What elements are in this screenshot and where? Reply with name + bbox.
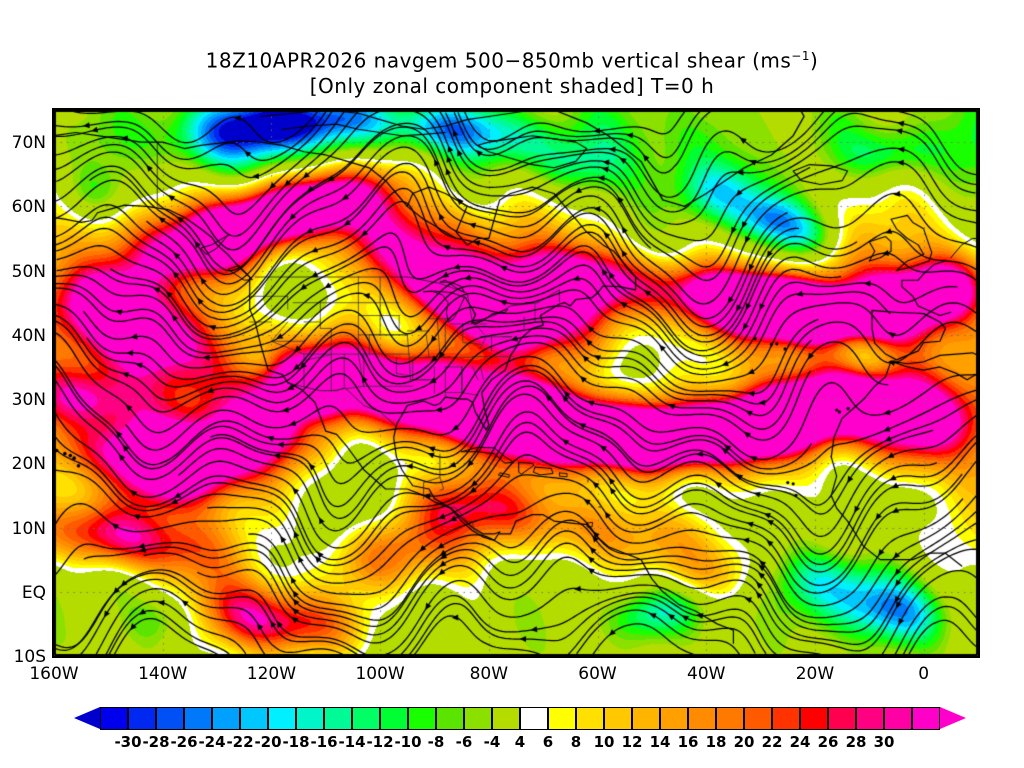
x-tick-label: 120W (246, 664, 297, 684)
colorbar-tick-label: -16 (310, 733, 338, 751)
colorbar-tick-label: -4 (483, 733, 501, 751)
colorbar-tick-label: 6 (542, 733, 554, 751)
colorbar-tick-label: 22 (761, 733, 783, 751)
colorbar-tick-label: 8 (570, 733, 582, 751)
colorbar-swatch[interactable] (268, 707, 296, 730)
colorbar-tick-label: -6 (455, 733, 473, 751)
colorbar-swatch[interactable] (128, 707, 156, 730)
colorbar-tick-label: -22 (226, 733, 254, 751)
colorbar-swatch[interactable] (660, 707, 688, 730)
x-tick-label: 160W (29, 664, 79, 684)
colorbar-tick-label: -28 (142, 733, 170, 751)
x-tick-label: 140W (138, 664, 188, 684)
y-tick-label: 60N (11, 197, 46, 218)
colorbar-tick-label: -8 (427, 733, 445, 751)
chart-title-line-2: [Only zonal component shaded] T=0 h (309, 73, 715, 98)
chart-title-units-exponent: −1 (791, 49, 810, 63)
colorbar-tick-label: 20 (733, 733, 755, 751)
chart-title-line-1: 18Z10APR2026 navgem 500−850mb vertical s… (0, 44, 1024, 74)
colorbar-swatch[interactable] (632, 707, 660, 730)
colorbar-swatch[interactable] (800, 707, 828, 730)
colorbar-swatch[interactable] (156, 707, 184, 730)
colorbar-swatch[interactable] (240, 707, 268, 730)
x-tick-label: 40W (687, 664, 726, 684)
colorbar-tick-label: -24 (198, 733, 226, 751)
y-tick-label: 30N (11, 390, 46, 411)
colorbar-swatch[interactable] (324, 707, 352, 730)
colorbar-swatch[interactable] (436, 707, 464, 730)
colorbar-swatch[interactable] (716, 707, 744, 730)
y-tick-label: 70N (11, 133, 46, 154)
colorbar-swatch[interactable] (408, 707, 436, 730)
colorbar-tick-label: 16 (677, 733, 699, 751)
x-tick-label: 60W (578, 664, 617, 684)
y-tick-label: 10S (13, 647, 46, 667)
colorbar-swatch[interactable] (856, 707, 884, 730)
colorbar-tick-label: -20 (254, 733, 282, 751)
colorbar-tick-label: 26 (817, 733, 839, 751)
colorbar-tick-label: 14 (649, 733, 671, 751)
colorbar-swatch[interactable] (828, 707, 856, 730)
colorbar[interactable] (74, 707, 966, 730)
colorbar-swatch[interactable] (184, 707, 212, 730)
colorbar-swatch[interactable] (772, 707, 800, 730)
y-tick-label: 50N (11, 261, 46, 282)
colorbar-swatch[interactable] (548, 707, 576, 730)
colorbar-over-arrow-icon (940, 707, 966, 729)
x-tick-label: 80W (469, 664, 509, 684)
colorbar-tick-label: -26 (170, 733, 198, 751)
x-tick-label: 100W (355, 664, 405, 684)
colorbar-swatch[interactable] (212, 707, 240, 730)
colorbar-swatch[interactable] (520, 707, 548, 730)
colorbar-tick-label: -12 (366, 733, 394, 751)
y-tick-label: EQ (21, 582, 46, 603)
colorbar-tick-label: 18 (705, 733, 727, 751)
colorbar-tick-label: -14 (338, 733, 366, 751)
y-tick-label: 20N (11, 454, 46, 475)
colorbar-tick-label: 28 (845, 733, 867, 751)
chart-title-line-1-close: ) (810, 48, 819, 73)
colorbar-swatch[interactable] (464, 707, 492, 730)
chart-title-line-1-main: 18Z10APR2026 navgem 500−850mb vertical s… (205, 48, 792, 73)
colorbar-tick-label: 10 (593, 733, 615, 751)
colorbar-swatch[interactable] (492, 707, 520, 730)
chart-title-block: 18Z10APR2026 navgem 500−850mb vertical s… (0, 44, 1024, 99)
colorbar-under-arrow-icon (74, 707, 100, 729)
x-tick-label: 0 (918, 664, 930, 684)
colorbar-swatch[interactable] (352, 707, 380, 730)
colorbar-swatch[interactable] (380, 707, 408, 730)
shear-field-map (54, 110, 978, 656)
colorbar-swatch[interactable] (100, 707, 128, 730)
colorbar-tick-label: 30 (873, 733, 895, 751)
colorbar-swatch[interactable] (744, 707, 772, 730)
y-tick-label: 10N (11, 518, 46, 539)
colorbar-tick-label: -10 (394, 733, 422, 751)
colorbar-tick-label: -18 (282, 733, 310, 751)
colorbar-tick-label: -30 (114, 733, 142, 751)
colorbar-swatch[interactable] (912, 707, 940, 730)
x-tick-label: 20W (795, 664, 835, 684)
colorbar-swatch[interactable] (576, 707, 604, 730)
colorbar-tick-label: 12 (621, 733, 643, 751)
colorbar-swatch[interactable] (884, 707, 912, 730)
colorbar-swatch[interactable] (604, 707, 632, 730)
map-plot-area[interactable] (52, 108, 980, 658)
colorbar-tick-label: 24 (789, 733, 811, 751)
colorbar-tick-label: 4 (514, 733, 526, 751)
colorbar-swatch[interactable] (688, 707, 716, 730)
colorbar-swatch[interactable] (296, 707, 324, 730)
y-tick-label: 40N (11, 325, 46, 346)
